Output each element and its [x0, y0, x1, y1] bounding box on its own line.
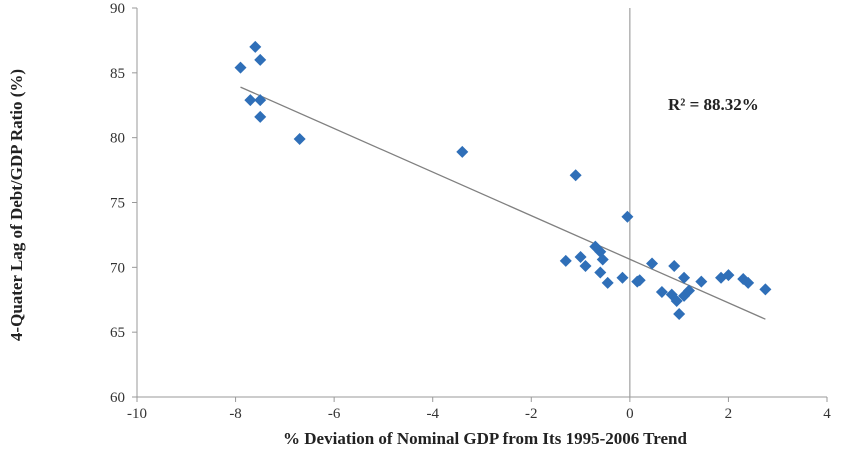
data-point	[633, 274, 646, 287]
y-tick-label: 60	[110, 390, 125, 406]
x-tick-label: -10	[127, 406, 147, 422]
y-tick-label: 70	[110, 260, 125, 276]
data-point	[646, 257, 659, 270]
data-point	[559, 254, 572, 267]
x-tick-label: -6	[328, 406, 341, 422]
y-tick-label: 80	[110, 131, 125, 147]
data-point	[249, 40, 262, 53]
y-axis-title: 4-Quater Lag of Debt/GDP Ratio (%)	[7, 69, 26, 341]
data-point	[601, 276, 614, 289]
data-point	[683, 284, 695, 297]
data-point	[234, 61, 247, 74]
data-point	[244, 94, 257, 107]
x-tick-label: -2	[525, 406, 538, 422]
y-tick-label: 65	[110, 325, 125, 341]
data-point	[254, 53, 267, 66]
x-tick-label: -8	[229, 406, 242, 422]
data-point	[668, 260, 681, 273]
data-point	[655, 285, 668, 298]
data-point	[621, 210, 634, 223]
data-point	[596, 253, 609, 266]
x-axis-title: % Deviation of Nominal GDP from Its 1995…	[283, 429, 687, 448]
data-point	[670, 295, 683, 308]
data-point	[594, 266, 607, 279]
data-point	[254, 110, 267, 123]
data-point	[574, 250, 587, 263]
trendline	[240, 86, 766, 320]
y-tick-label: 85	[110, 66, 125, 82]
data-points	[234, 40, 772, 321]
y-tick-label: 90	[110, 1, 125, 17]
y-tick-label: 75	[110, 196, 125, 212]
data-point	[759, 283, 772, 296]
data-point	[254, 94, 267, 107]
x-tick-label: 2	[725, 406, 733, 422]
data-point	[569, 169, 582, 182]
data-point	[742, 276, 755, 289]
data-point	[594, 245, 607, 258]
x-tick-label: 4	[823, 406, 831, 422]
data-point	[616, 271, 629, 284]
data-point	[579, 260, 592, 273]
trendline-layer	[240, 86, 766, 320]
data-point	[673, 308, 686, 321]
data-point	[722, 269, 735, 282]
r-squared-annotation: R² = 88.32%	[668, 95, 759, 114]
x-tick-label: -4	[426, 406, 439, 422]
data-point	[695, 275, 708, 288]
axes: 60 65 70 75 80 85 90 -10 -8 -6 -4 -2 0 2 4	[110, 1, 831, 422]
data-point	[456, 145, 469, 158]
x-tick-label: 0	[626, 406, 634, 422]
data-point	[293, 132, 306, 145]
data-point	[678, 271, 691, 284]
